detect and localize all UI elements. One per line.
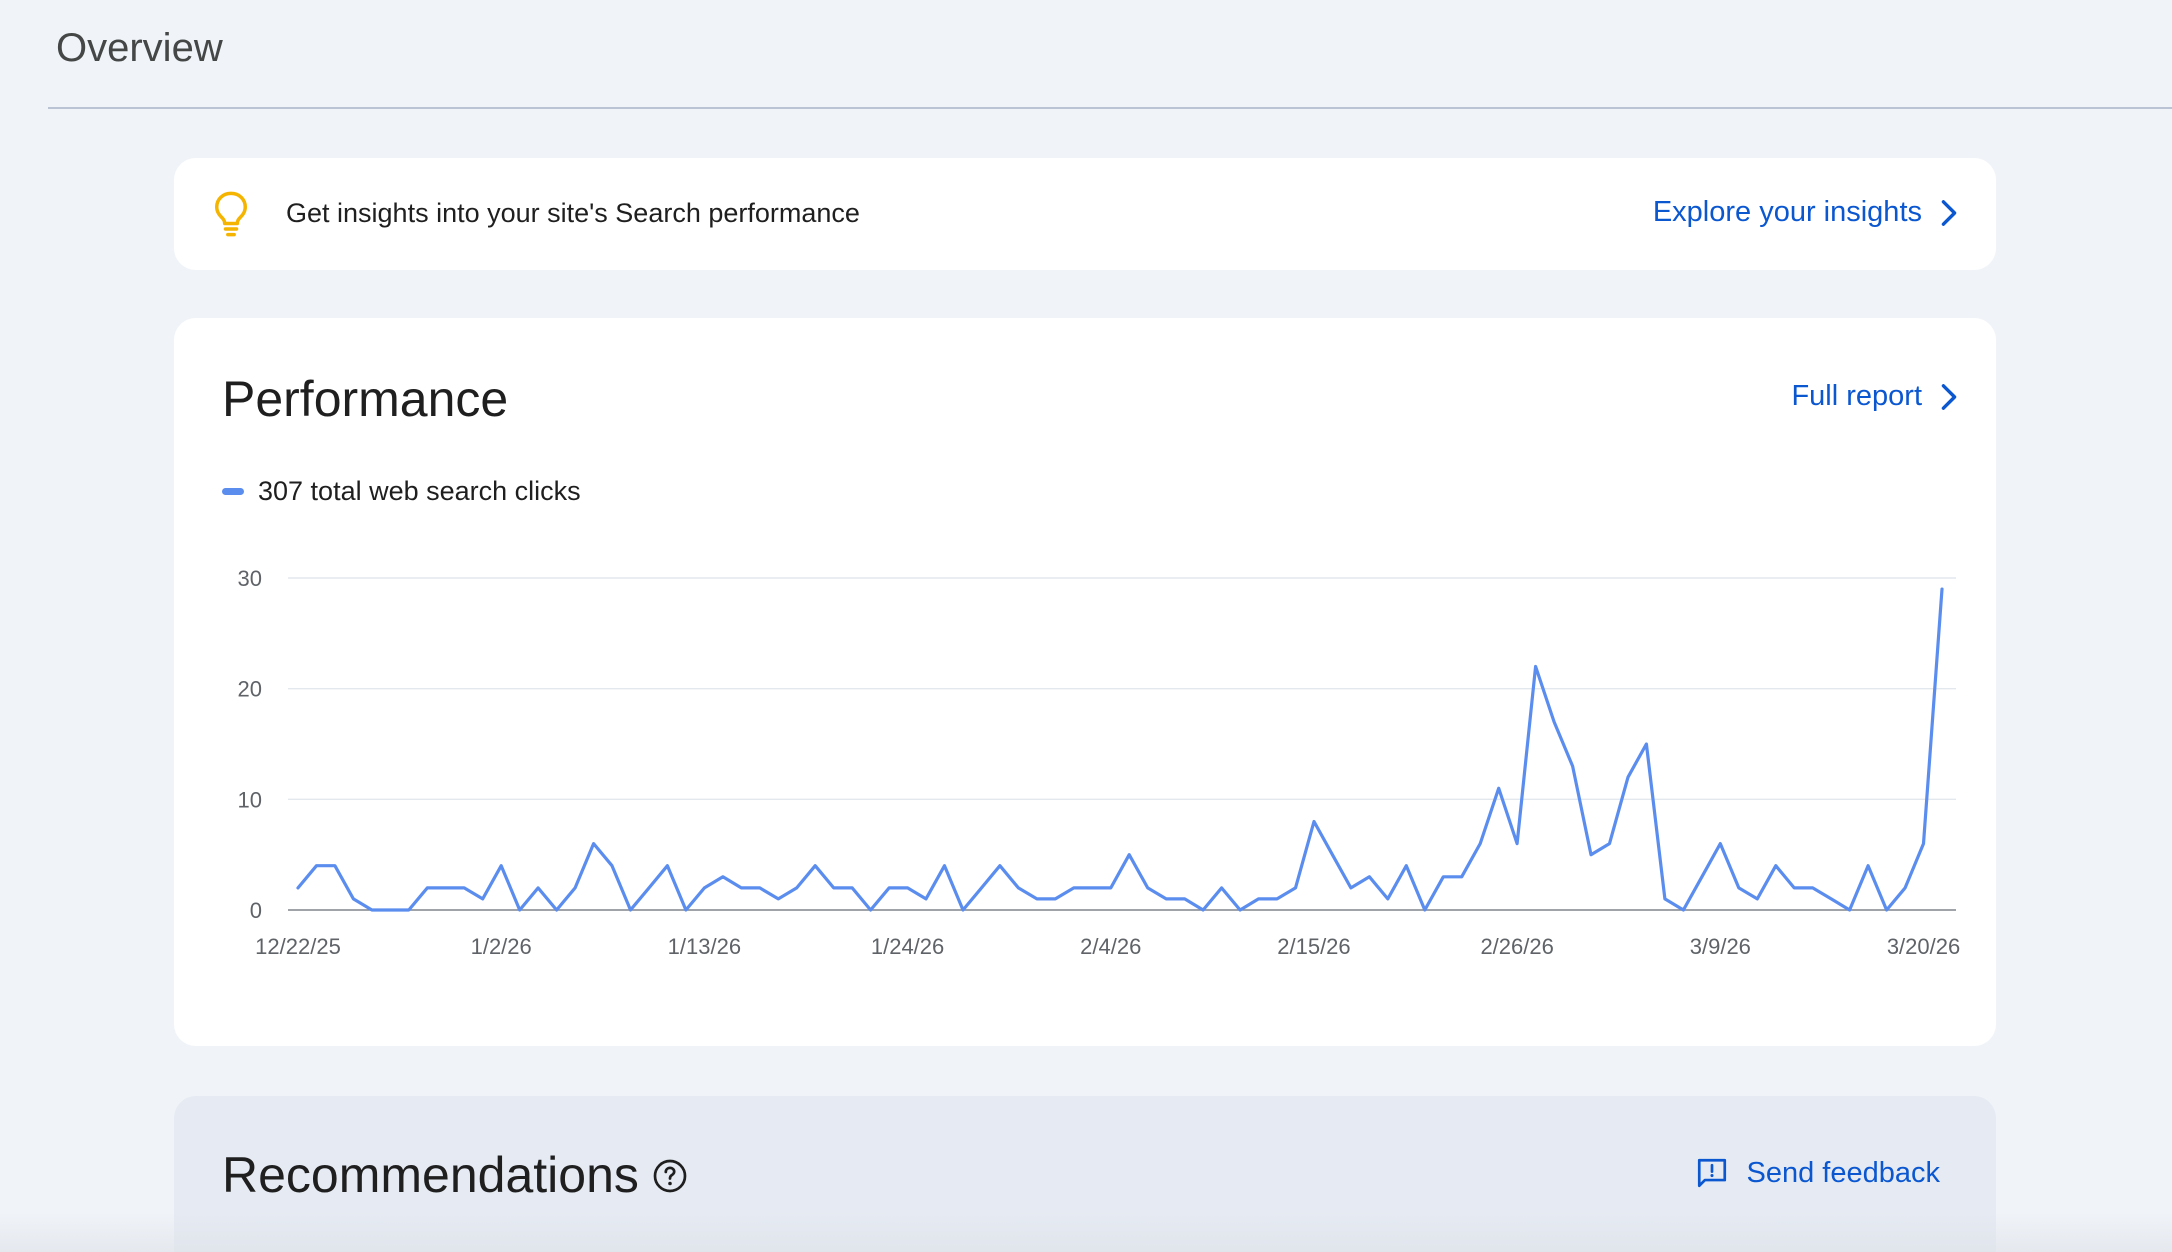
chevron-right-icon: [1941, 199, 1957, 226]
clicks-series-line: [296, 587, 1944, 912]
recommendations-card: Recommendations Send feedback: [174, 1096, 1996, 1252]
y-tick-label: 20: [238, 677, 262, 702]
clicks-line-chart[interactable]: 0 10 20 30 12/22/25 1/2/26 1/13/26 1/24/26 2/4/2…: [174, 318, 1996, 1046]
legend-label: 307 total web search clicks: [258, 476, 581, 506]
page-title: Overview: [56, 26, 223, 70]
x-tick-label: 1/13/26: [668, 934, 741, 959]
help-circle-icon[interactable]: [652, 1158, 688, 1194]
feedback-icon: [1697, 1158, 1726, 1188]
legend-swatch: [222, 488, 244, 495]
explore-insights-label: Explore your insights: [1652, 196, 1922, 228]
x-tick-label: 3/9/26: [1690, 934, 1751, 959]
x-tick-label: 1/2/26: [471, 934, 532, 959]
y-tick-label: 30: [238, 566, 262, 591]
x-tick-label: 2/4/26: [1080, 934, 1141, 959]
x-tick-label: 12/22/25: [255, 934, 341, 959]
x-tick-label: 3/20/26: [1887, 934, 1960, 959]
explore-insights-link[interactable]: Explore your insights: [1653, 196, 1958, 229]
full-report-label: Full report: [1791, 380, 1922, 412]
chart-legend[interactable]: 307 total web search clicks: [222, 476, 581, 507]
lightbulb-icon: [215, 191, 247, 237]
full-report-link[interactable]: Full report: [1791, 380, 1958, 413]
send-feedback-link[interactable]: Send feedback: [1695, 1156, 1940, 1190]
x-tick-label: 2/15/26: [1277, 934, 1350, 959]
recommendations-title: Recommendations: [222, 1147, 639, 1203]
x-tick-label: 1/24/26: [871, 934, 944, 959]
header-divider: [48, 107, 2172, 109]
send-feedback-label: Send feedback: [1746, 1156, 1940, 1189]
y-tick-label: 0: [250, 898, 262, 923]
y-tick-label: 10: [238, 787, 262, 812]
performance-card: Performance Full report 307 total web se…: [174, 318, 1996, 1046]
chevron-right-icon: [1941, 383, 1957, 410]
insights-text: Get insights into your site's Search per…: [286, 198, 860, 228]
performance-title: Performance: [222, 371, 509, 427]
insights-card: Get insights into your site's Search per…: [174, 158, 1996, 270]
x-tick-label: 2/26/26: [1480, 934, 1553, 959]
